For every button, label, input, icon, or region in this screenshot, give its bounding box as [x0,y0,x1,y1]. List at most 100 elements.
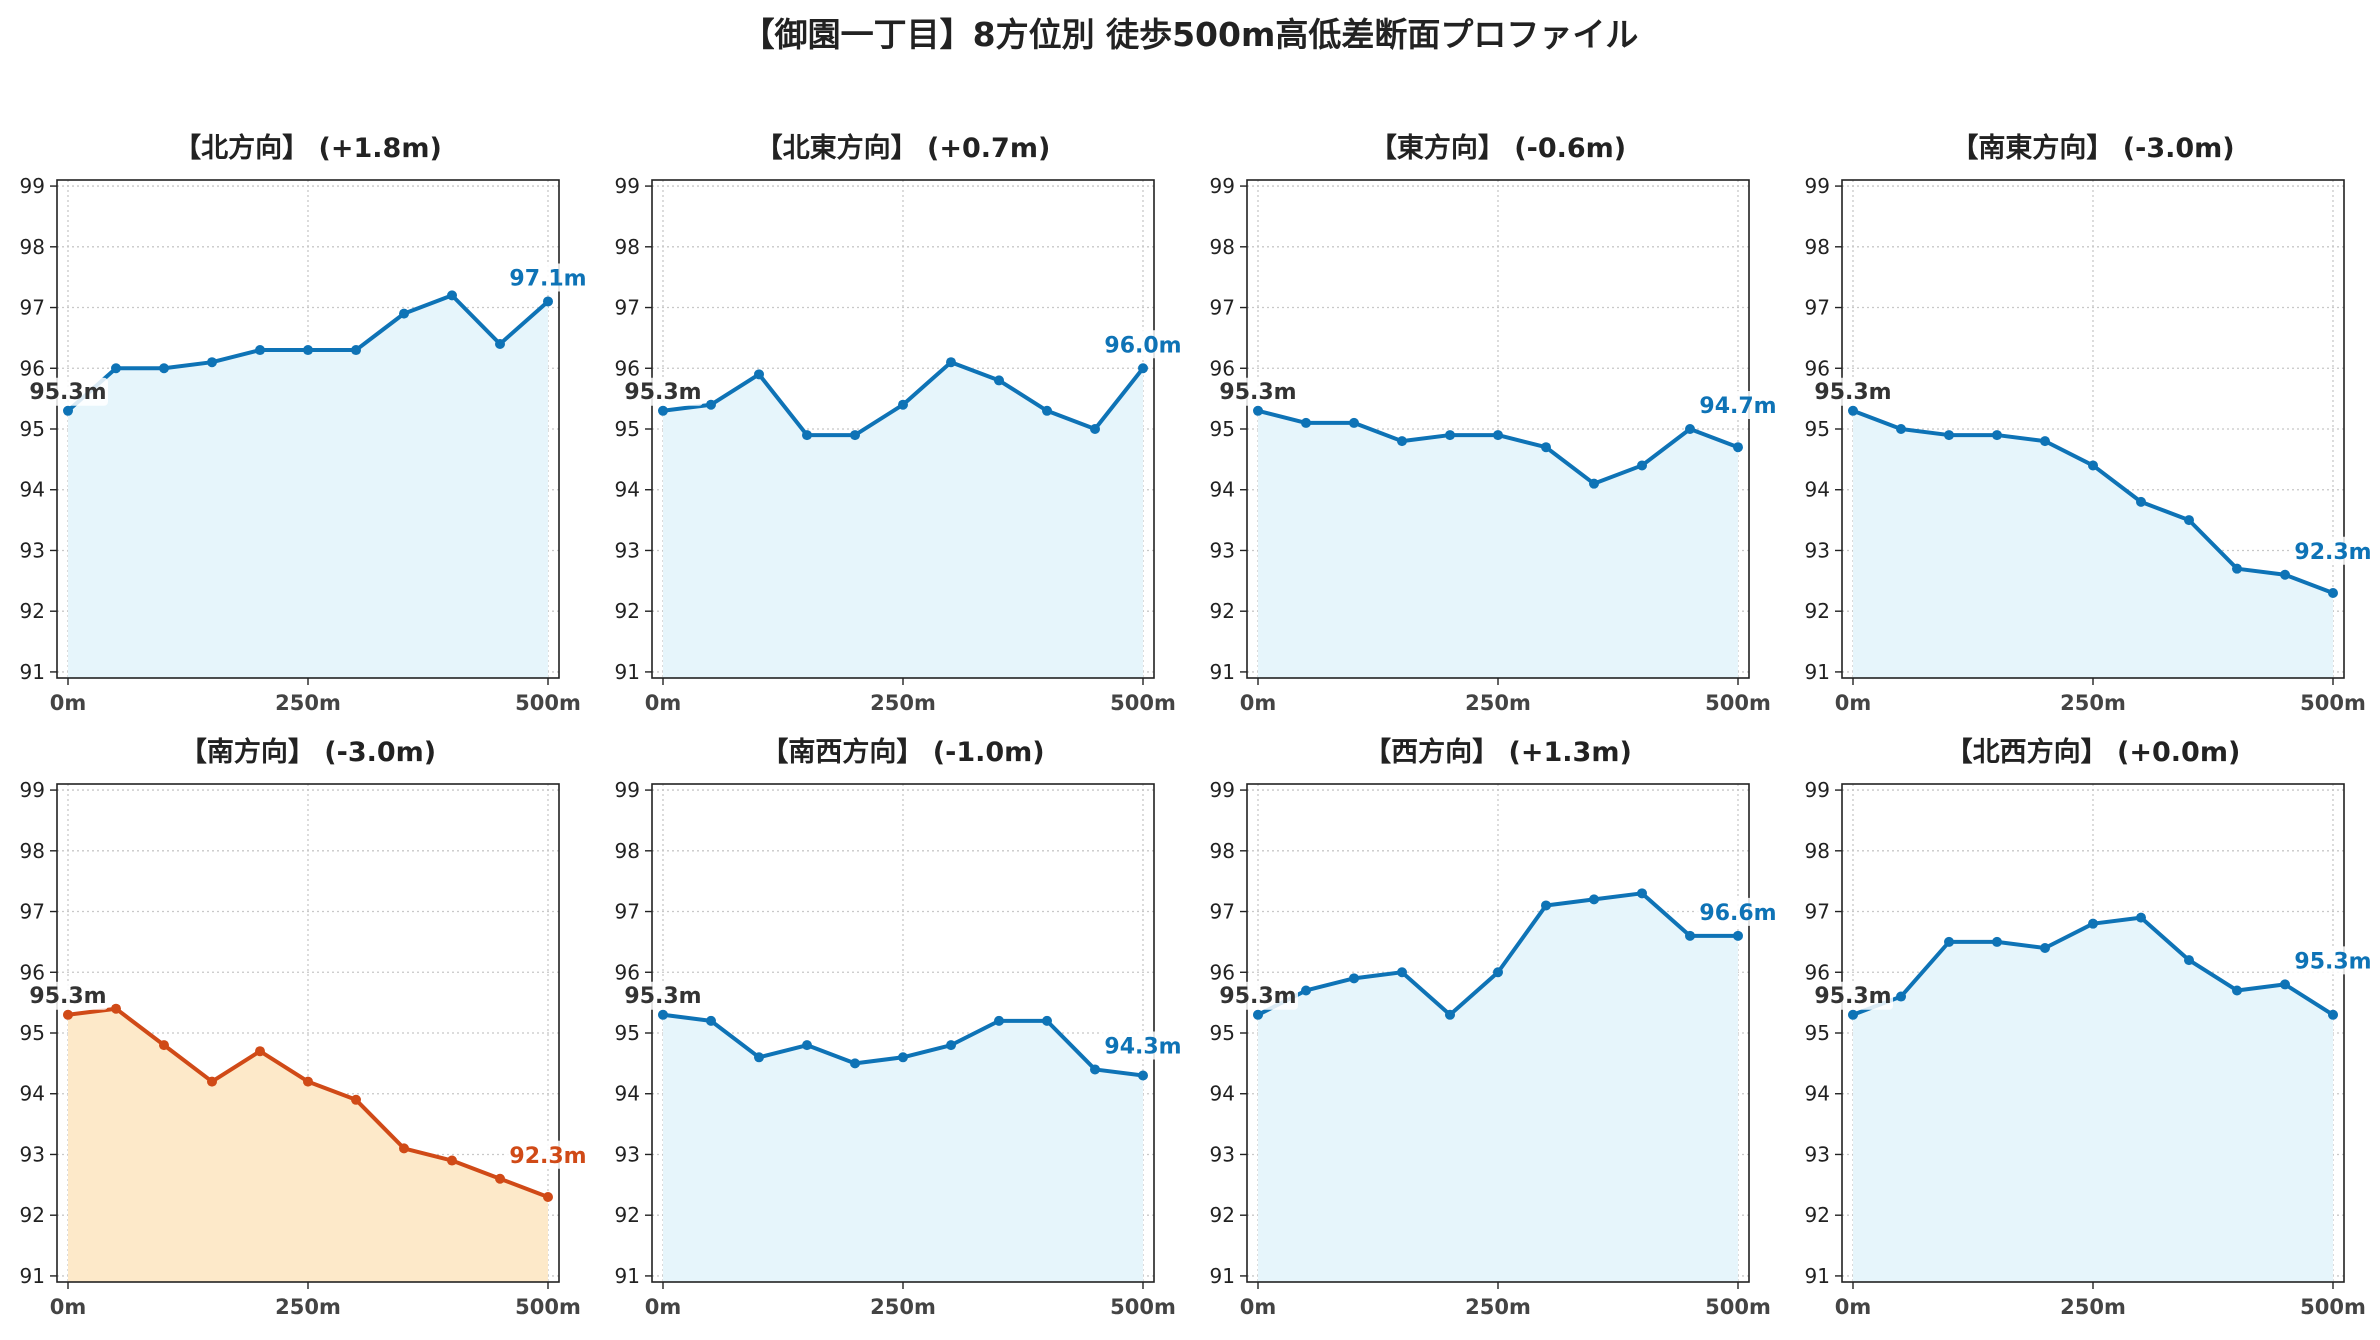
y-tick-label: 94 [20,478,45,502]
y-tick-label: 95 [1805,1021,1830,1045]
y-tick-label: 99 [20,174,45,198]
data-point [255,345,265,356]
data-point [1445,1009,1455,1020]
y-tick-label: 99 [1210,174,1235,198]
data-point [1397,967,1407,978]
y-tick-label: 98 [1805,839,1830,863]
y-tick-label: 95 [1210,1021,1235,1045]
data-point [495,338,505,349]
y-tick-label: 91 [1805,1264,1830,1288]
data-point [1090,1064,1100,1075]
start-label-bg [1218,377,1298,406]
y-tick-label: 92 [1805,599,1830,623]
data-point [543,296,553,307]
data-point [1944,430,1954,441]
panel-title: 【南方向】 (-3.0m) [180,736,436,768]
y-tick-label: 97 [615,296,640,320]
data-point [1589,894,1599,905]
data-point [399,1143,409,1154]
data-point [2040,942,2050,953]
panel-3: 【南東方向】 (-3.0m) 91 92 93 94 95 96 97 98 99 0m 250m 50… [1805,132,2375,715]
y-tick-label: 94 [615,478,640,502]
data-point [1733,442,1743,453]
x-tick-label: 0m [50,691,87,715]
y-tick-label: 97 [1805,900,1830,924]
x-tick-label: 500m [1705,691,1771,715]
y-tick-label: 96 [20,960,45,984]
data-point [1541,442,1551,453]
y-tick-label: 95 [615,1021,640,1045]
data-point [1848,405,1858,416]
end-label-bg [506,263,590,292]
data-point [63,405,73,416]
y-tick-label: 97 [1805,296,1830,320]
area-fill [68,295,548,678]
y-tick-label: 97 [615,900,640,924]
y-tick-label: 92 [1805,1203,1830,1227]
y-tick-label: 99 [1805,778,1830,802]
x-tick-label: 500m [1110,1295,1176,1319]
y-tick-label: 91 [20,660,45,684]
data-point [1637,888,1647,899]
end-label: 96.0m [1104,333,1181,358]
data-point [2328,587,2338,598]
area-fill [68,1008,548,1282]
data-point [1301,417,1311,428]
y-tick-label: 92 [1210,599,1235,623]
end-label-bg [2291,536,2375,565]
y-tick-label: 93 [20,538,45,562]
y-tick-label: 93 [1210,1142,1235,1166]
data-point [207,1076,217,1087]
data-point [706,399,716,410]
y-tick-label: 94 [1210,1082,1235,1106]
x-tick-label: 500m [515,1295,581,1319]
area-fill [663,362,1143,678]
panel-4: 【南方向】 (-3.0m) 91 92 93 94 95 96 97 98 99 0m 250m 500… [20,736,590,1319]
data-point [1992,430,2002,441]
end-label: 92.3m [2294,540,2371,565]
y-tick-label: 96 [615,960,640,984]
data-point [1896,424,1906,434]
x-tick-label: 0m [645,1295,682,1319]
data-point [2184,955,2194,966]
y-tick-label: 93 [615,538,640,562]
data-point [1349,973,1359,984]
data-point [1992,936,2002,947]
data-point [2232,563,2242,574]
start-label-bg [28,981,108,1010]
start-label: 95.3m [624,984,701,1009]
x-tick-label: 500m [515,691,581,715]
data-point [207,357,217,368]
x-tick-label: 0m [1240,1295,1277,1319]
start-label: 95.3m [1219,380,1296,405]
panel-1: 【北東方向】 (+0.7m) 91 92 93 94 95 96 97 98 99 0m 250m 50… [615,132,1185,715]
data-point [1301,985,1311,996]
data-point [2232,985,2242,996]
end-label: 97.1m [509,266,586,291]
y-tick-label: 93 [615,1142,640,1166]
y-tick-label: 95 [1210,417,1235,441]
y-tick-label: 98 [20,235,45,259]
area-fill [663,1014,1143,1282]
data-point [2328,1009,2338,1020]
data-point [1493,967,1503,978]
data-point [898,1052,908,1063]
x-tick-label: 0m [50,1295,87,1319]
start-label-bg [1813,377,1893,406]
data-point [754,369,764,380]
data-point [1589,478,1599,489]
y-tick-label: 93 [1210,538,1235,562]
data-point [850,1058,860,1069]
y-tick-label: 96 [615,356,640,380]
y-tick-label: 94 [20,1082,45,1106]
end-label-bg [1696,897,1780,926]
y-tick-label: 94 [1805,478,1830,502]
y-tick-label: 91 [615,1264,640,1288]
end-label-bg [2291,946,2375,975]
y-tick-label: 98 [615,235,640,259]
data-point [706,1015,716,1026]
data-point [802,1040,812,1051]
data-point [543,1191,553,1202]
y-tick-label: 95 [615,417,640,441]
